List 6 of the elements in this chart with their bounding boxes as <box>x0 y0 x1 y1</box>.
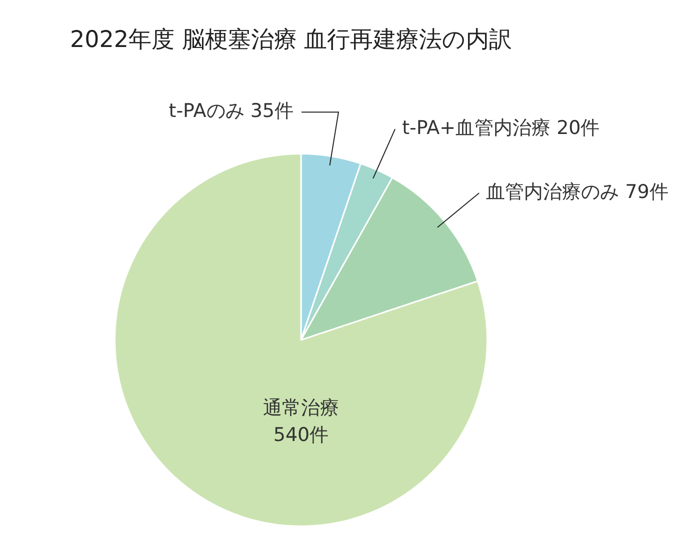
data-label: 540件 <box>273 424 329 446</box>
slice-label: 血管内治療のみ 79件 <box>486 180 668 203</box>
slice-label: t-PAのみ 35件 <box>168 100 294 122</box>
chart-title: 2022年度 脳梗塞治療 血行再建療法の内訳 <box>70 26 512 55</box>
slice-label: 通常治療 <box>263 396 339 419</box>
slice-label: t-PA+血管内治療 20件 <box>402 117 600 140</box>
